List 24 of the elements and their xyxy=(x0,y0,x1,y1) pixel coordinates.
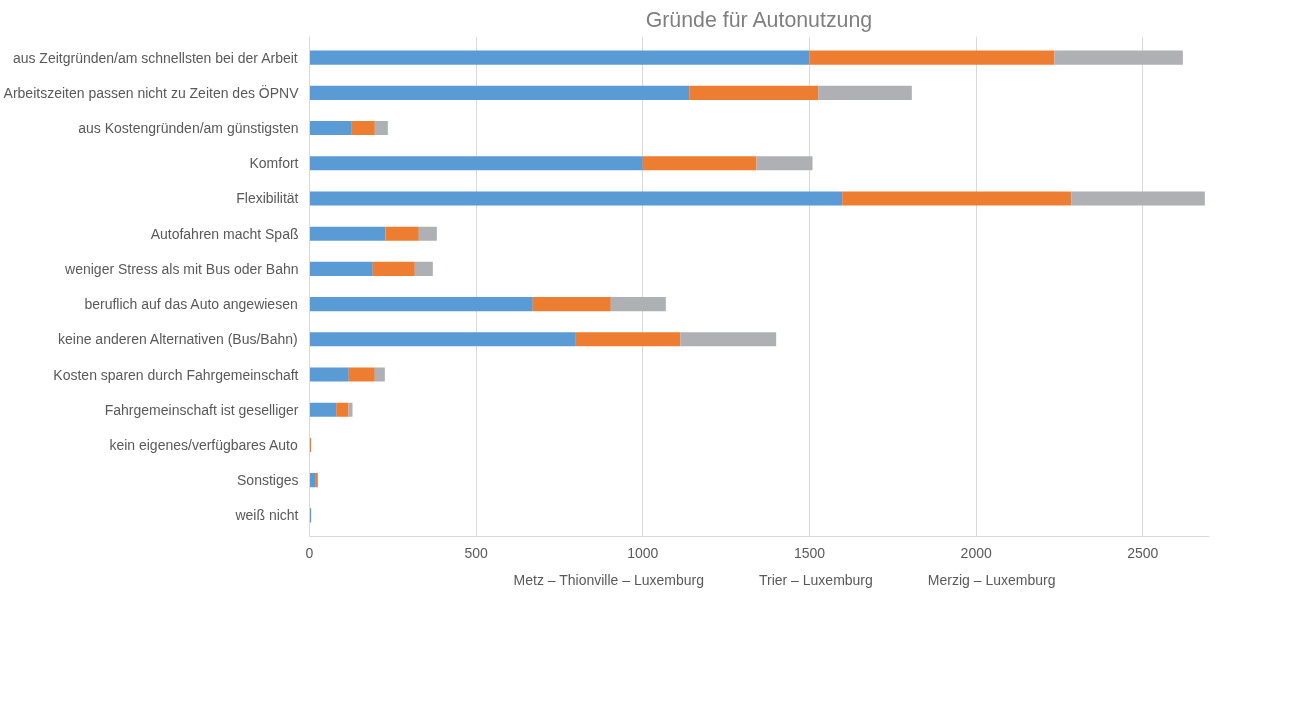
y-tick-label: beruflich auf das Auto angewiesen xyxy=(84,296,298,313)
text: Merzig – Luxemburg xyxy=(927,572,1056,588)
y-tick-label: Sonstiges xyxy=(237,472,299,489)
y-tick-label: Fahrgemeinschaft ist geselliger xyxy=(104,401,299,418)
x-tick-label: 500 xyxy=(464,544,489,561)
y-tick-label: weniger Stress als mit Bus oder Bahn xyxy=(64,260,299,277)
y-tick-label: kein eigenes/verfügbares Auto xyxy=(109,436,298,453)
x-tick-label: 1000 xyxy=(627,544,659,561)
text: Trier – Luxemburg xyxy=(758,572,873,588)
x-tick-label: 2000 xyxy=(960,544,992,561)
y-tick-label: aus Zeitgründen/am schnellsten bei der Arbeit xyxy=(12,49,298,66)
y-tick-label: aus Kostengründen/am günstigsten xyxy=(78,120,299,137)
text: Metz – Thionville – Luxemburg xyxy=(513,572,704,588)
y-tick-label: weiß nicht xyxy=(234,507,299,524)
chart-title: Gründe für Autonutzung xyxy=(645,7,873,32)
x-tick-label: 2500 xyxy=(1127,544,1159,561)
x-tick-label: 1500 xyxy=(793,544,826,561)
y-tick-label: Flexibilität xyxy=(236,190,299,207)
y-tick-label: Kosten sparen durch Fahrgemeinschaft xyxy=(53,366,299,383)
y-tick-label: Arbeitszeiten passen nicht zu Zeiten des ÖPNV xyxy=(3,83,300,101)
y-tick-label: keine anderen Alternativen (Bus/Bahn) xyxy=(58,331,298,348)
y-tick-label: Autofahren macht Spaß xyxy=(150,225,299,242)
x-tick-label: 0 xyxy=(305,544,314,561)
y-tick-label: Komfort xyxy=(249,155,299,172)
